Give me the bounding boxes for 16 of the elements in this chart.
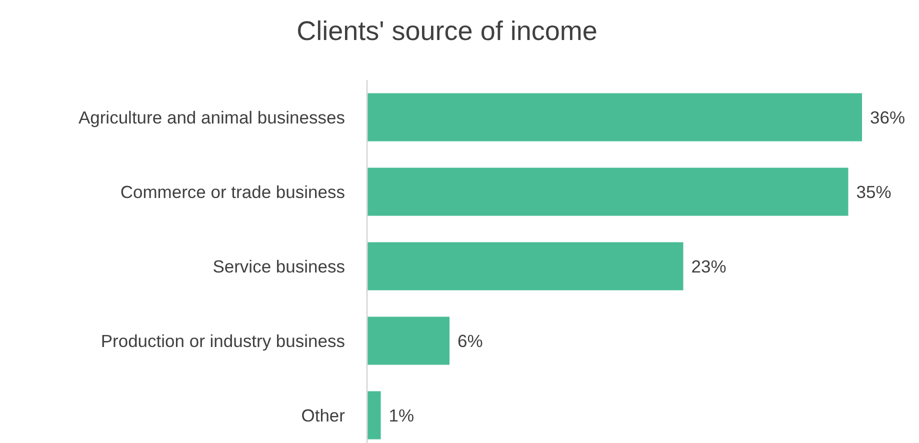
y-tick-label: Agriculture and animal businesses	[78, 107, 346, 128]
bar	[367, 391, 381, 440]
bar	[367, 242, 684, 290]
data-label: 1%	[388, 405, 414, 426]
bar	[367, 168, 848, 216]
y-tick-label: Production or industry business	[100, 330, 346, 351]
y-tick-label: Commerce or trade business	[120, 182, 346, 202]
bar	[367, 316, 450, 365]
bar	[367, 93, 862, 142]
y-tick-label: Service business	[212, 256, 346, 276]
y-tick-label: Other	[301, 405, 346, 426]
data-label: 6%	[458, 330, 483, 351]
chart-title: Clients' source of income	[296, 16, 598, 46]
data-label: 36%	[870, 107, 906, 128]
data-label: 35%	[856, 182, 892, 202]
data-label: 23%	[691, 256, 726, 276]
